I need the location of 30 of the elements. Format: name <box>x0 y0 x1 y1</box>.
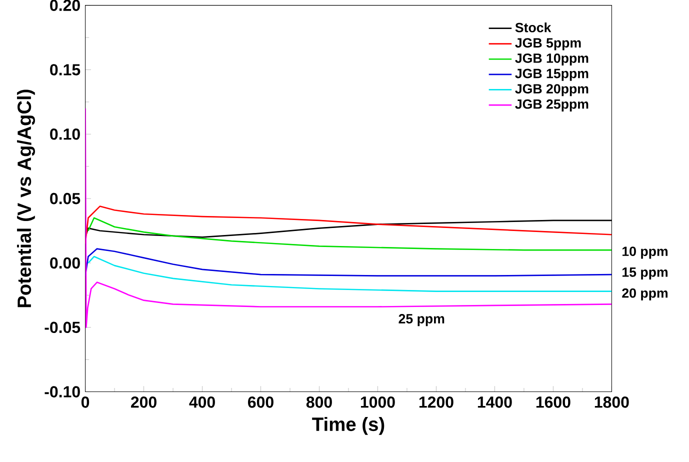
x-tick-label: 1400 <box>478 396 512 408</box>
x-axis-title: Time (s) <box>312 416 384 435</box>
y-tick-label: 0.05 <box>50 192 80 204</box>
legend-label: JGB 25ppm <box>515 99 588 112</box>
x-tick-label: 400 <box>189 396 215 408</box>
legend-label: Stock <box>515 22 552 32</box>
annotation: 25 ppm <box>398 314 444 326</box>
y-tick-label: 0.00 <box>50 257 80 268</box>
x-tick-label: 200 <box>131 396 156 408</box>
x-tick-label: 1800 <box>594 396 629 408</box>
line-series <box>88 217 612 251</box>
x-tick-label: 800 <box>306 396 332 408</box>
y-tick-label: 0.15 <box>50 64 80 76</box>
legend-label: JGB 10ppm <box>515 53 588 66</box>
text: 20 ppm <box>622 288 668 300</box>
x-tick-label: 1000 <box>360 396 395 408</box>
x-tick-label: 600 <box>248 396 274 408</box>
text: 10 ppm <box>622 246 668 258</box>
y-axis-title: Potential (V vs Ag/AgCl) <box>17 90 35 307</box>
line-series <box>85 248 612 276</box>
y-tick-label: 0.10 <box>50 128 80 140</box>
x-tick-label: 0 <box>81 396 90 408</box>
legend-label: JGB 20ppm <box>515 84 588 96</box>
y-tick-label: -0.10 <box>44 386 80 398</box>
x-tick-label: 1600 <box>536 396 570 408</box>
legend-label: JGB 5ppm <box>515 38 581 50</box>
y-tick-label: -0.05 <box>44 322 80 333</box>
x-tick-label: 1200 <box>419 396 454 408</box>
legend-label: JGB 15ppm <box>515 68 588 81</box>
text: 15 ppm <box>622 267 668 280</box>
